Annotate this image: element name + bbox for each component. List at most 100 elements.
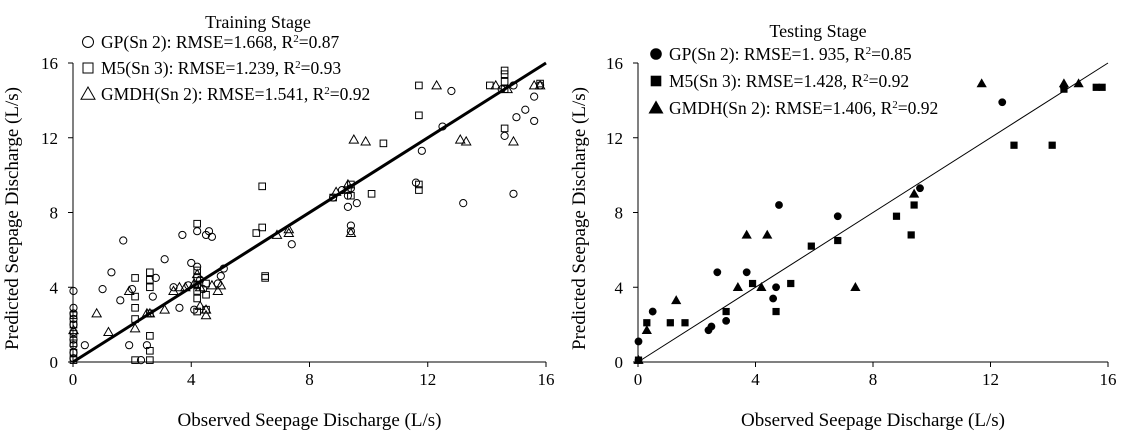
data-point: [530, 92, 539, 101]
data-point: [178, 230, 187, 240]
data-point: [212, 285, 224, 295]
data-point: [261, 272, 269, 280]
data-point: [193, 266, 201, 275]
data-point: [194, 281, 206, 292]
data-point: [1073, 78, 1084, 88]
data-point: [742, 268, 751, 277]
data-point: [193, 294, 201, 303]
data-point: [775, 201, 783, 209]
data-point: [352, 199, 361, 208]
series-1: [634, 83, 1068, 365]
data-point: [69, 303, 78, 312]
x-axis-label: Observed Seepage Discharge (L/s): [741, 410, 1005, 431]
data-point: [200, 309, 212, 320]
data-point: [184, 281, 193, 290]
data-point: [103, 326, 114, 337]
data-point: [160, 255, 169, 264]
data-point: [202, 279, 210, 288]
data-point: [722, 307, 730, 316]
y-tick-label: 4: [615, 278, 624, 297]
x-tick-label: 0: [69, 370, 78, 389]
data-point: [207, 232, 217, 241]
x-tick-label: 8: [869, 370, 878, 389]
data-point: [216, 271, 225, 281]
x-tick-label: 4: [187, 370, 196, 389]
data-point: [502, 83, 514, 94]
data-point: [119, 236, 128, 245]
y-tick-label: 16: [606, 54, 623, 73]
data-point: [128, 285, 137, 294]
data-point: [348, 134, 360, 144]
data-point: [666, 319, 674, 327]
y-tick-label: 12: [606, 129, 623, 148]
series-1: [69, 81, 545, 365]
chart-title: Training Stage: [205, 12, 311, 32]
x-tick-label: 12: [419, 370, 436, 389]
data-point: [528, 79, 540, 90]
data-point: [258, 182, 266, 191]
series-3: [68, 79, 546, 337]
data-point: [98, 285, 107, 294]
data-point: [146, 332, 154, 340]
data-point: [187, 258, 196, 268]
data-point: [188, 277, 200, 288]
data-point: [916, 184, 924, 193]
data-point: [892, 212, 901, 220]
data-point: [415, 81, 423, 90]
data-point: [1058, 78, 1070, 88]
legend-label: GP(Sn 2): RMSE=1.668, R2=0.87: [101, 32, 339, 52]
legend: GP(Sn 2): RMSE=1.668, R2=0.87 M5(Sn 3): R…: [80, 32, 370, 104]
data-point: [194, 300, 206, 310]
data-point: [125, 341, 134, 350]
data-point: [329, 193, 337, 202]
data-point: [129, 322, 141, 333]
legend-marker: [80, 85, 96, 100]
data-point: [287, 240, 296, 249]
data-point: [648, 307, 657, 316]
data-point: [146, 356, 154, 364]
data-point: [215, 279, 227, 290]
data-point: [769, 294, 778, 303]
legend-label: GMDH(Sn 2): RMSE=1.406, R2=0.92: [669, 98, 938, 118]
data-point: [772, 283, 780, 292]
y-tick-label: 8: [50, 204, 59, 223]
data-point: [200, 304, 212, 314]
data-point: [146, 346, 154, 355]
data-point: [123, 285, 135, 295]
data-point: [512, 113, 521, 122]
data-point: [438, 122, 447, 131]
chart-panel-2: 0 4 8 12 16 0 4 8 12 16 Observed Seepage Discharge…: [569, 21, 1117, 431]
data-point: [998, 98, 1007, 107]
data-point: [907, 231, 915, 239]
data-point: [131, 304, 139, 312]
data-point: [833, 212, 842, 221]
data-point: [151, 273, 160, 283]
data-point: [732, 282, 743, 292]
data-point: [144, 307, 156, 318]
data-point: [910, 201, 918, 209]
data-point: [834, 236, 842, 245]
data-point: [347, 191, 355, 200]
data-point: [69, 356, 78, 364]
legend-marker: [650, 75, 662, 87]
data-point: [633, 354, 644, 364]
data-point: [431, 79, 443, 90]
legend-marker: [648, 100, 664, 114]
data-point: [193, 307, 201, 316]
data-point: [762, 229, 773, 239]
data-point: [342, 178, 354, 189]
data-point: [330, 186, 342, 196]
data-point: [219, 264, 228, 273]
x-tick-label: 16: [538, 370, 555, 389]
data-point: [69, 311, 78, 320]
data-point: [360, 135, 372, 146]
data-point: [367, 190, 376, 198]
legend-label: M5(Sn 3): RMSE=1.239, R2=0.93: [101, 58, 341, 78]
legend-marker: [82, 62, 94, 74]
data-point: [68, 324, 79, 335]
chart-title: Testing Stage: [769, 21, 866, 41]
series-2: [634, 83, 1106, 364]
data-point: [500, 124, 509, 133]
data-point: [415, 180, 423, 189]
